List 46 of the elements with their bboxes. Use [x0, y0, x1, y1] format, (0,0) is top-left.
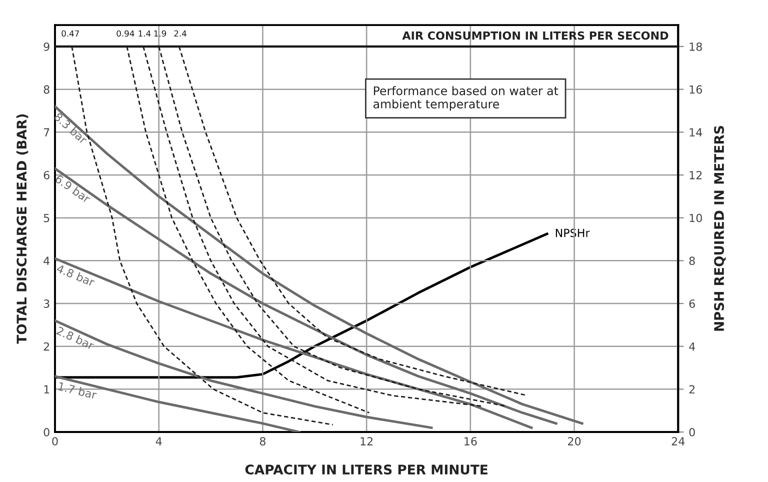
y2-tick-label: 8: [689, 256, 695, 266]
text: 4.8 bar: [56, 264, 96, 287]
text: 6.9 bar: [54, 174, 92, 204]
y-tick-label: 7: [44, 128, 50, 136]
y2-tick-label: 12: [690, 170, 702, 180]
text: 1.7 bar: [58, 382, 98, 400]
y-tick-label: 0: [44, 428, 50, 436]
y2-tick-label: 10: [690, 214, 702, 222]
x-tick-label: 8: [260, 437, 266, 446]
x-tick-label: 20: [568, 437, 581, 446]
x-tick-label: 12: [360, 437, 373, 446]
y2-tick-label: 2: [689, 385, 695, 394]
y2-tick-label: 6: [689, 299, 695, 308]
series-label: 0.94: [116, 30, 134, 37]
x-tick-label: 4: [156, 437, 162, 446]
line-series: [54, 167, 558, 425]
y-axis-title: TOTAL DISCHARGE HEAD (BAR): [16, 114, 28, 344]
series-label: 2.4: [174, 30, 186, 37]
y-tick-label: 1: [44, 385, 50, 394]
y2-tick-label: 18: [690, 42, 702, 51]
series-label: NPSHr: [556, 228, 590, 238]
y2-axis-title: NPSH REQUIRED IN METERS: [714, 126, 726, 331]
x-axis-title: CAPACITY IN LITERS PER MINUTE: [245, 464, 488, 475]
y2-tick-label: 16: [690, 85, 702, 94]
text: 8.3 bar: [54, 112, 88, 145]
y2-tick-label: 0: [689, 428, 695, 436]
series-label: 0.47: [62, 30, 79, 37]
y2-tick-label: 4: [689, 342, 696, 351]
y2-tick-label: 14: [690, 128, 702, 136]
y-tick-label: 4: [44, 256, 50, 265]
text: 2.8 bar: [56, 326, 95, 350]
x-tick-label: 0: [52, 437, 58, 446]
series-label: 1.9: [154, 30, 166, 37]
line-series: [54, 319, 433, 429]
y-tick-label: 8: [44, 85, 50, 94]
annotation: AIR CONSUMPTION IN LITERS PER SECOND: [402, 31, 668, 40]
line-series: [54, 375, 300, 432]
y-tick-label: 6: [44, 170, 50, 180]
series-label: 1.4: [138, 30, 151, 37]
y-tick-label: 9: [44, 42, 50, 51]
x-tick-label: 16: [464, 437, 477, 446]
y-tick-label: 3: [44, 299, 50, 308]
y-tick-label: 2: [44, 342, 50, 351]
x-tick-label: 24: [672, 437, 685, 446]
annotation: Performance based on water at ambient temperature: [374, 86, 558, 111]
y-tick-label: 5: [44, 214, 50, 222]
